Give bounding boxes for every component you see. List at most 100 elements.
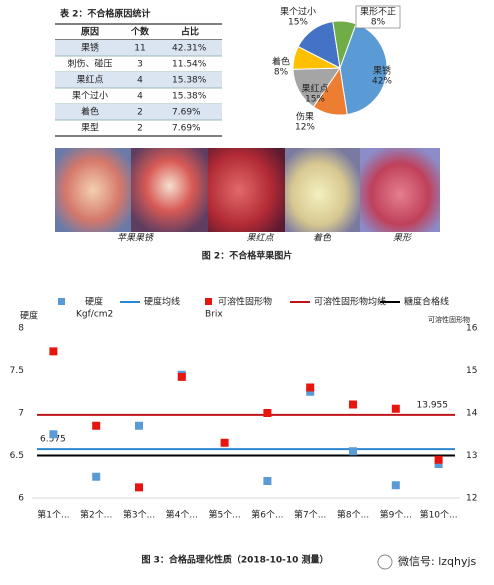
pie-label: 果形不正 — [360, 6, 396, 18]
photo — [285, 148, 360, 232]
legend-unit: Brix — [205, 310, 223, 320]
table-cell: 刺伤、碰压 — [67, 58, 112, 70]
table-cell: 果锈 — [81, 42, 99, 54]
pie-value-label: 15% — [305, 95, 325, 105]
y2-tick-label: 14 — [466, 409, 478, 419]
y-tick-label: 6 — [18, 494, 24, 504]
legend-label: 可溶性固形物 — [218, 296, 272, 308]
table-header: 个数 — [130, 26, 150, 38]
point-marker — [220, 438, 229, 447]
pie-value-label: 8% — [274, 68, 289, 78]
table-header: 占比 — [181, 26, 199, 38]
point-marker — [135, 421, 143, 430]
y2-axis-label: 可溶性固形物 — [428, 315, 470, 324]
photo — [131, 148, 208, 232]
table-cell: 果型 — [81, 123, 99, 134]
table-header: 原因 — [81, 27, 99, 38]
table-title: 表 2：不合格原因统计 — [59, 8, 150, 20]
point-marker — [434, 455, 443, 464]
x-tick-label: 第3个... — [123, 509, 155, 521]
point-marker — [135, 483, 143, 492]
pie-value-label: 8% — [371, 18, 386, 28]
point-marker — [49, 430, 58, 439]
pie-label: 着色 — [272, 56, 290, 68]
y-tick-label: 8 — [18, 324, 24, 334]
y2-tick-label: 15 — [466, 366, 477, 376]
label-box — [355, 5, 401, 29]
legend-label: 硬度均线 — [144, 296, 180, 308]
watermark: 微信号: lzqhyjs — [398, 554, 477, 568]
pie-value-label: 12% — [295, 123, 315, 133]
table-cell: 4 — [137, 76, 143, 86]
pie-slice — [339, 23, 388, 116]
table-cell: 果红点 — [76, 74, 103, 86]
point-marker — [263, 409, 272, 417]
y-axis-label: 硬度 — [20, 310, 38, 322]
watermark-icon — [377, 554, 393, 570]
point-marker — [391, 404, 400, 413]
figure-caption: 图 3：合格品理化性质（2018-10-10 测量） — [141, 554, 328, 566]
point-marker — [92, 472, 101, 481]
x-tick-label: 第7个... — [294, 509, 326, 521]
table-cell: 7.69% — [172, 124, 201, 134]
y2-tick-label: 12 — [466, 494, 477, 504]
photo-caption: 着色 — [313, 233, 332, 244]
table-cell: 11 — [134, 44, 145, 54]
y-tick-label: 7 — [18, 409, 24, 419]
x-tick-label: 第1个... — [37, 509, 69, 521]
x-tick-label: 第8个... — [337, 509, 369, 521]
table-cell: 42.31% — [172, 44, 207, 54]
y-tick-label: 7.5 — [10, 366, 24, 376]
x-tick-label: 第2个... — [80, 509, 112, 521]
figure-caption: 图 2：不合格苹果图片 — [202, 250, 292, 262]
x-tick-label: 第5个... — [208, 509, 240, 521]
y2-tick-label: 13 — [466, 451, 477, 461]
point-marker — [434, 460, 443, 468]
point-marker — [92, 421, 101, 430]
pie-label: 果红点 — [301, 83, 328, 95]
point-marker — [49, 347, 58, 356]
table-cell: 7.69% — [172, 108, 201, 118]
photo-strip — [55, 148, 440, 232]
photo-caption: 果红点 — [246, 233, 274, 244]
legend-label: 硬度 — [85, 296, 103, 308]
photo-caption: 果形 — [393, 233, 413, 244]
table-cell: 着色 — [81, 106, 99, 118]
photo — [208, 148, 285, 232]
point-marker — [391, 481, 400, 490]
photo — [55, 148, 131, 232]
table-cell: 15.38% — [172, 92, 207, 102]
x-tick-label: 第10个... — [420, 509, 458, 521]
point-marker — [349, 447, 357, 456]
point-marker — [177, 372, 186, 381]
legend-swatch — [58, 298, 65, 305]
table-row-bg — [55, 72, 222, 88]
pie-label: 果个过小 — [280, 6, 316, 18]
table-cell: 4 — [137, 92, 143, 102]
point-marker — [349, 400, 357, 409]
table-cell: 3 — [137, 60, 143, 70]
x-tick-label: 第9个... — [380, 509, 412, 521]
x-tick-label: 第4个... — [166, 509, 198, 521]
pie-label: 伤果 — [296, 111, 314, 123]
table-cell: 2 — [137, 108, 143, 118]
point-marker — [306, 387, 315, 396]
table-cell: 2 — [137, 124, 143, 134]
y-tick-label: 6.5 — [10, 451, 24, 461]
table-cell: 15.38% — [172, 76, 207, 86]
legend-swatch — [205, 298, 212, 305]
legend-unit: Kgf/cm2 — [76, 310, 113, 320]
table-row-bg — [55, 104, 222, 120]
reference-value-label: 6.575 — [40, 435, 66, 445]
point-marker — [306, 383, 315, 392]
legend-label: 可溶性固形物均线 — [314, 296, 386, 308]
reference-value-label: 13.955 — [417, 400, 449, 410]
point-marker — [263, 477, 272, 485]
pie-value-label: 42% — [372, 77, 392, 87]
pie-value-label: 15% — [288, 18, 308, 28]
plot-area — [49, 347, 443, 492]
